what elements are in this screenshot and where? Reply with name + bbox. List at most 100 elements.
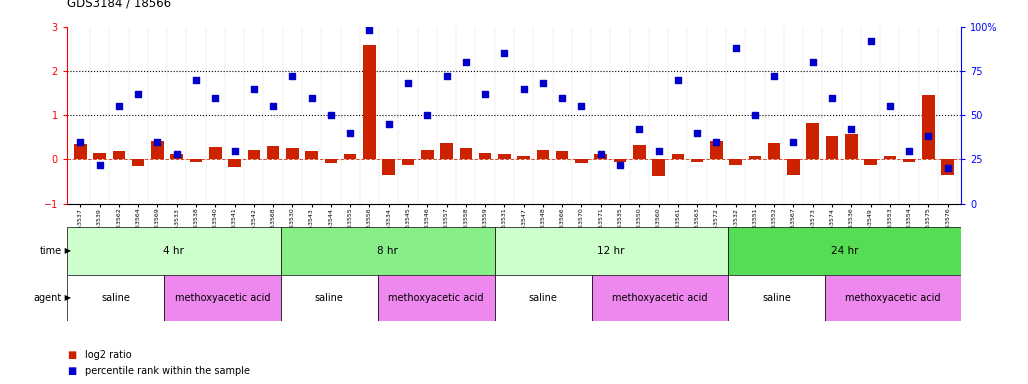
Bar (344, 154, 357, 159)
Bar (325, 159, 337, 163)
Text: saline: saline (315, 293, 343, 303)
Point (477, 91, 493, 97)
Point (785, 139, 802, 145)
Point (130, 91, 146, 97)
Point (246, 86, 262, 92)
Bar (402, 159, 414, 165)
Bar (728, 227, 961, 275)
Bar (594, 154, 607, 159)
Bar (209, 147, 221, 159)
Bar (281, 275, 378, 321)
Point (882, 103, 898, 109)
Point (380, 121, 397, 127)
Bar (671, 154, 684, 159)
Bar (825, 136, 838, 159)
Text: methoxyacetic acid: methoxyacetic acid (389, 293, 484, 303)
Bar (592, 275, 728, 321)
Bar (576, 159, 588, 163)
Point (400, 80, 416, 86)
Text: methoxyacetic acid: methoxyacetic acid (845, 293, 941, 303)
Text: ■: ■ (67, 366, 76, 376)
Bar (190, 159, 203, 162)
Bar (653, 159, 665, 176)
Bar (614, 159, 626, 162)
Point (515, 86, 531, 92)
Text: ▶: ▶ (62, 293, 71, 302)
Point (284, 73, 300, 79)
Text: log2 ratio: log2 ratio (85, 350, 132, 360)
Text: methoxyacetic acid: methoxyacetic acid (175, 293, 270, 303)
Bar (730, 159, 742, 165)
Bar (74, 144, 86, 159)
Text: agent: agent (34, 293, 62, 303)
Point (91, 162, 108, 168)
Point (226, 147, 243, 154)
Bar (825, 275, 961, 321)
Point (708, 139, 725, 145)
Bar (942, 159, 954, 175)
Point (920, 133, 937, 139)
Point (207, 94, 223, 101)
Point (303, 94, 320, 101)
Point (188, 77, 205, 83)
Bar (113, 151, 125, 159)
Bar (479, 153, 491, 159)
Point (862, 38, 879, 44)
Bar (845, 134, 857, 159)
Bar (748, 156, 761, 159)
Point (419, 112, 436, 118)
Point (843, 126, 859, 132)
Bar (710, 141, 723, 159)
Bar (378, 275, 494, 321)
Point (940, 165, 956, 171)
Text: saline: saline (528, 293, 557, 303)
Bar (865, 159, 877, 165)
Text: time: time (39, 245, 62, 256)
Bar (537, 150, 549, 159)
Bar (267, 146, 280, 159)
Text: 12 hr: 12 hr (597, 245, 625, 256)
Bar (132, 159, 144, 166)
Bar (171, 154, 183, 159)
Bar (281, 227, 494, 275)
Bar (556, 151, 568, 159)
Bar (67, 275, 164, 321)
Point (169, 151, 185, 157)
Point (111, 103, 127, 109)
Bar (363, 45, 375, 159)
Bar (884, 156, 896, 159)
Bar (633, 145, 646, 159)
Bar (440, 142, 452, 159)
Bar (768, 142, 780, 159)
Point (746, 112, 763, 118)
Bar (67, 227, 281, 275)
Point (901, 147, 917, 154)
Bar (691, 159, 703, 162)
Bar (807, 123, 819, 159)
Point (361, 27, 377, 33)
Bar (286, 148, 298, 159)
Point (72, 139, 88, 145)
Point (535, 80, 551, 86)
Text: saline: saline (101, 293, 130, 303)
Point (497, 50, 513, 56)
Text: methoxyacetic acid: methoxyacetic acid (612, 293, 707, 303)
Point (689, 130, 705, 136)
Bar (517, 156, 529, 159)
Bar (94, 153, 106, 159)
Bar (248, 150, 260, 159)
Point (631, 126, 648, 132)
Point (766, 73, 782, 79)
Point (805, 59, 821, 65)
Point (149, 139, 166, 145)
Point (669, 77, 686, 83)
Point (342, 130, 359, 136)
Text: 24 hr: 24 hr (831, 245, 858, 256)
Text: 8 hr: 8 hr (377, 245, 398, 256)
Point (592, 151, 609, 157)
Bar (228, 159, 241, 167)
Bar (460, 148, 472, 159)
Bar (421, 150, 434, 159)
Bar (499, 154, 511, 159)
Point (574, 103, 590, 109)
